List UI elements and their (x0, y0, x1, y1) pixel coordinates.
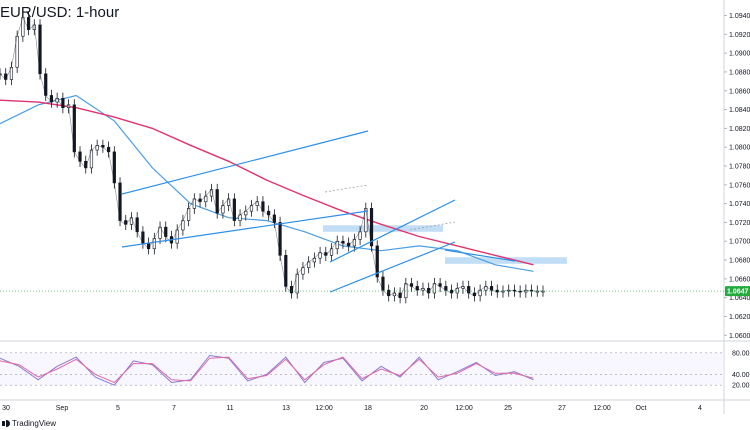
time-tick-label: 7 (172, 405, 176, 412)
time-tick-label: 5 (116, 405, 120, 412)
price-tick-label: 1.08000 (729, 145, 750, 152)
channel-trendline (329, 199, 456, 263)
channel-trendline (444, 249, 516, 262)
chart-title: EUR/USD: 1-hour (0, 4, 120, 21)
projection-dashed-line (324, 184, 369, 193)
last-price-value: 1.0647 (727, 289, 749, 296)
resistance-zone (445, 257, 567, 264)
resistance-zone (323, 225, 443, 232)
channel-trendline (121, 210, 369, 248)
price-tick-label: 1.09200 (729, 32, 750, 39)
time-tick-label: Oct (636, 405, 647, 412)
time-tick-label: 18 (364, 405, 372, 412)
tradingview-icon (2, 420, 10, 427)
time-tick-label: 11 (226, 405, 233, 412)
price-tick-label: 1.07400 (729, 201, 750, 208)
price-tick-label: 1.09000 (729, 51, 750, 58)
price-tick-label: 1.07800 (729, 164, 750, 171)
time-tick-label: Sep (56, 405, 69, 412)
rsi-band (0, 352, 724, 386)
time-tick-label: 12:00 (593, 405, 611, 412)
rsi-tick-label: 20.00 (732, 383, 750, 390)
price-tick-label: 1.06400 (729, 295, 750, 302)
price-tick-label: 1.08600 (729, 88, 750, 95)
rsi-signal-line (0, 356, 534, 384)
time-tick-label: 12:00 (315, 405, 333, 412)
price-tick-label: 1.07200 (729, 220, 750, 227)
channel-trendline (329, 241, 456, 293)
grid-layer (0, 0, 750, 414)
brand-label: TradingView (12, 419, 57, 428)
tradingview-logo: TradingView (2, 419, 56, 428)
price-tick-label: 1.06800 (729, 258, 750, 265)
channel-layer (121, 130, 516, 293)
rsi-tick-label: 80.00 (732, 350, 750, 357)
slow-moving-average-line (0, 99, 534, 266)
fast-moving-average-line (0, 94, 534, 272)
time-axis: 30 Sep 5 7 11 13 12:00 18 20 12:00 25 27 12:00 Oct 4 (2, 405, 702, 412)
time-tick-label: 13 (282, 405, 290, 412)
price-tick-label: 1.08800 (729, 69, 750, 76)
price-tick-label: 1.08400 (729, 107, 750, 114)
zone-layer (323, 225, 567, 264)
price-tick-label: 1.06200 (729, 314, 750, 321)
price-tick-label: 1.09400 (729, 13, 750, 20)
rsi-tick-label: 40.00 (732, 372, 750, 379)
time-tick-label: 20 (420, 405, 428, 412)
price-tick-label: 1.06600 (729, 276, 750, 283)
last-price-badge (725, 286, 750, 297)
time-tick-label: 12:00 (455, 405, 473, 412)
price-tick-label: 1.07600 (729, 182, 750, 189)
price-axis: 1.09400 1.09200 1.09000 1.08800 1.08600 1.084… (0, 13, 750, 340)
price-tick-label: 1.06000 (729, 333, 750, 340)
channel-trendline (121, 130, 369, 195)
moving-average-layer (0, 94, 534, 272)
price-tick-label: 1.07000 (729, 239, 750, 246)
price-line (0, 16, 543, 299)
time-tick-label: 27 (558, 405, 566, 412)
rsi-line (0, 354, 534, 386)
time-tick-label: 30 (2, 405, 10, 412)
time-tick-label: 25 (504, 405, 512, 412)
time-tick-label: 4 (698, 405, 702, 412)
rsi-panel: 80.00 40.00 20.00 (0, 350, 750, 390)
price-tick-label: 1.08200 (729, 126, 750, 133)
